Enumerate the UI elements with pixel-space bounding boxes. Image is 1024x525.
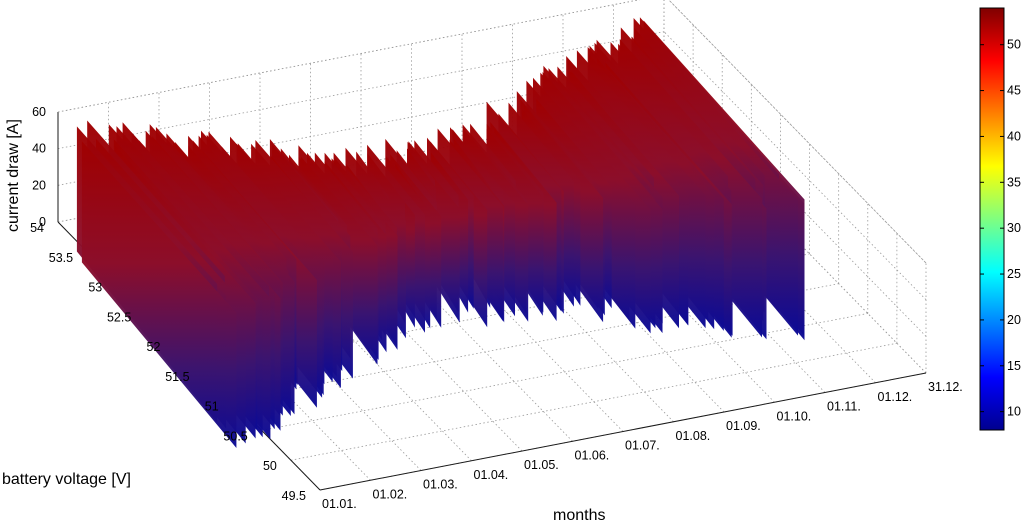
y-tick-label: 52.5	[107, 310, 131, 324]
y-tick-label: 52	[147, 340, 161, 354]
colorbar-tick-label: 25	[1007, 267, 1021, 281]
colorbar-tick-label: 35	[1007, 175, 1021, 189]
x-tick-label: 01.12.	[878, 390, 913, 404]
colorbar-tick-label: 10	[1007, 405, 1021, 419]
x-tick-label: 01.02.	[373, 487, 408, 501]
x-tick-label: 01.04.	[474, 468, 509, 482]
z-tick-label: 60	[32, 105, 46, 119]
x-tick-label: 01.09.	[726, 419, 761, 433]
z-tick-label: 20	[32, 178, 46, 192]
x-axis-label: months	[553, 507, 605, 524]
x-tick-label: 01.06.	[575, 448, 610, 462]
floor-gridline-y	[261, 313, 868, 431]
z-tick-label: 40	[32, 142, 46, 156]
top-back-edge	[57, 0, 641, 113]
colorbar: 10 15 20 25 30 35 40 45 50	[979, 7, 1021, 431]
back-wall-gridline-z	[57, 31, 665, 150]
x-tick-label: 01.03.	[423, 478, 458, 492]
floor-gridline-y	[232, 283, 839, 402]
colorbar-tick-label: 30	[1007, 221, 1021, 235]
y-tick-label: 51.5	[165, 370, 189, 384]
y-tick-label: 50	[263, 459, 277, 473]
colorbar-tick-label: 15	[1007, 359, 1021, 373]
back-wall-gridline-z	[57, 67, 665, 186]
y-tick-label: 53	[88, 281, 102, 295]
y-tick-label: 49.5	[282, 489, 306, 503]
axis-labels: current draw [A] battery voltage [V] mon…	[2, 105, 963, 524]
x-tick-label: 01.05.	[524, 458, 559, 472]
y-tick-label: 54	[30, 221, 44, 235]
x-tick-label: 01.08.	[676, 429, 711, 443]
colorbar-tick-label: 20	[1007, 313, 1021, 327]
colorbar-tick-label: 40	[1007, 129, 1021, 143]
colorbar-scale	[979, 7, 1005, 431]
x-tick-label: 31.12.	[928, 380, 963, 394]
floor-gridline-y	[290, 342, 897, 461]
y-tick-label: 51	[205, 400, 219, 414]
x-tick-label: 01.11.	[827, 400, 861, 414]
z-axis-label: current draw [A]	[5, 119, 22, 232]
y-tick-label: 53.5	[49, 251, 73, 265]
z-tick-label: 0	[39, 215, 46, 229]
x-tick-label: 01.10.	[777, 409, 812, 423]
right-wall-gridline-z	[663, 31, 927, 300]
colorbar-tick-label: 50	[1007, 38, 1021, 52]
colorbar-tick-label: 45	[1007, 84, 1021, 98]
top-right-edge	[668, 0, 927, 264]
data-slabs	[76, 17, 805, 449]
axes-grid	[57, 0, 927, 491]
x-tick-label: 01.01.	[322, 497, 357, 511]
y-tick-label: 50.5	[223, 429, 247, 443]
floor-gridline-y	[203, 253, 810, 372]
x-tick-label: 01.07.	[625, 439, 660, 453]
y-axis-label: battery voltage [V]	[2, 471, 131, 488]
x-axis-line	[319, 372, 927, 491]
right-wall-gridline-z	[668, 0, 927, 264]
data-slab	[81, 141, 237, 449]
